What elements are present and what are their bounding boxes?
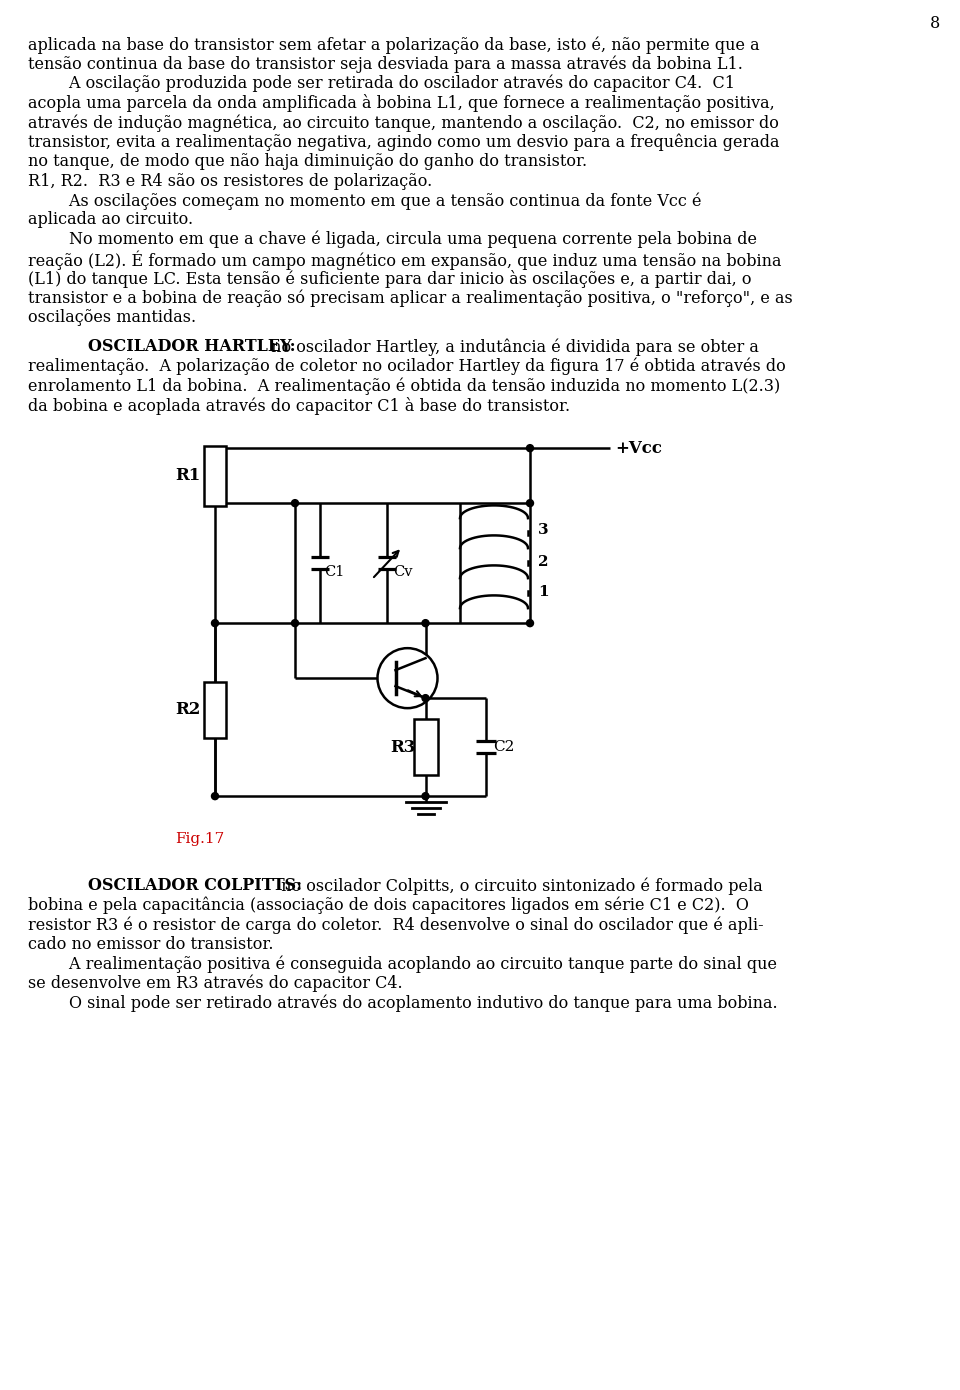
Text: R3: R3: [391, 738, 416, 756]
Text: transistor, evita a realimentação negativa, agindo como um desvio para a frequên: transistor, evita a realimentação negati…: [28, 133, 780, 152]
Text: tensão continua da base do transistor seja desviada para a massa através da bobi: tensão continua da base do transistor se…: [28, 56, 743, 74]
Bar: [204, 681, 226, 738]
Text: transistor e a bobina de reação só precisam aplicar a realimentação positiva, o : transistor e a bobina de reação só preci…: [28, 289, 793, 307]
Text: bobina e pela capacitância (associação de dois capacitores ligados em série C1 e: bobina e pela capacitância (associação d…: [28, 897, 749, 915]
Text: OSCILADOR COLPITTS:: OSCILADOR COLPITTS:: [88, 877, 302, 894]
Text: no oscilador Hartley, a indutância é dividida para se obter a: no oscilador Hartley, a indutância é div…: [266, 338, 759, 356]
Text: 8: 8: [929, 15, 940, 32]
Text: R2: R2: [176, 701, 201, 719]
Circle shape: [526, 445, 534, 452]
Text: se desenvolve em R3 através do capacitor C4.: se desenvolve em R3 através do capacitor…: [28, 974, 402, 992]
Bar: [204, 446, 226, 506]
Text: C2: C2: [493, 739, 515, 755]
Text: OSCILADOR HARTLEY:: OSCILADOR HARTLEY:: [88, 338, 296, 356]
Circle shape: [422, 695, 429, 702]
Text: O sinal pode ser retirado através do acoplamento indutivo do tanque para uma bob: O sinal pode ser retirado através do aco…: [28, 994, 778, 1012]
Circle shape: [211, 792, 219, 799]
Circle shape: [526, 620, 534, 627]
Text: +Vcc: +Vcc: [615, 439, 662, 457]
Text: No momento em que a chave é ligada, circula uma pequena corrente pela bobina de: No momento em que a chave é ligada, circ…: [28, 231, 757, 249]
Text: Cv: Cv: [393, 566, 413, 580]
Text: A realimentação positiva é conseguida acoplando ao circuito tanque parte do sina: A realimentação positiva é conseguida ac…: [28, 955, 777, 973]
Text: (L1) do tanque LC. Esta tensão é suficiente para dar inicio às oscilações e, a p: (L1) do tanque LC. Esta tensão é suficie…: [28, 270, 752, 288]
Text: resistor R3 é o resistor de carga do coletor.  R4 desenvolve o sinal do oscilado: resistor R3 é o resistor de carga do col…: [28, 916, 763, 934]
Text: acopla uma parcela da onda amplificada à bobina L1, que fornece a realimentação : acopla uma parcela da onda amplificada à…: [28, 95, 775, 113]
Text: Fig.17: Fig.17: [175, 833, 225, 847]
Circle shape: [526, 499, 534, 506]
Circle shape: [377, 648, 438, 708]
Circle shape: [292, 620, 299, 627]
Text: C1: C1: [324, 566, 345, 580]
Text: As oscilações começam no momento em que a tensão continua da fonte Vcc é: As oscilações começam no momento em que …: [28, 192, 702, 210]
Circle shape: [211, 620, 219, 627]
Circle shape: [422, 792, 429, 799]
Text: através de indução magnética, ao circuito tanque, mantendo a oscilação.  C2, no : através de indução magnética, ao circuit…: [28, 114, 779, 132]
Text: no oscilador Colpitts, o circuito sintonizado é formado pela: no oscilador Colpitts, o circuito sinton…: [276, 877, 763, 895]
Text: 3: 3: [538, 523, 548, 537]
Text: 2: 2: [538, 555, 548, 569]
Text: aplicada na base do transistor sem afetar a polarização da base, isto é, não per: aplicada na base do transistor sem afeta…: [28, 36, 759, 53]
Text: R1, R2.  R3 e R4 são os resistores de polarização.: R1, R2. R3 e R4 são os resistores de pol…: [28, 172, 432, 189]
Text: 1: 1: [538, 585, 548, 599]
Text: aplicada ao circuito.: aplicada ao circuito.: [28, 211, 193, 228]
Text: no tanque, de modo que não haja diminuição do ganho do transistor.: no tanque, de modo que não haja diminuiç…: [28, 153, 588, 170]
Text: A oscilação produzida pode ser retirada do oscilador através do capacitor C4.  C: A oscilação produzida pode ser retirada …: [28, 75, 735, 93]
Circle shape: [292, 499, 299, 506]
Text: enrolamento L1 da bobina.  A realimentação é obtida da tensão induzida no moment: enrolamento L1 da bobina. A realimentaçã…: [28, 377, 780, 395]
Bar: [414, 719, 438, 776]
Circle shape: [422, 620, 429, 627]
Text: da bobina e acoplada através do capacitor C1 à base do transistor.: da bobina e acoplada através do capacito…: [28, 396, 570, 414]
Text: cado no emissor do transistor.: cado no emissor do transistor.: [28, 935, 274, 954]
Text: oscilações mantidas.: oscilações mantidas.: [28, 309, 196, 327]
Text: reação (L2). É formado um campo magnético em expansão, que induz uma tensão na b: reação (L2). É formado um campo magnétic…: [28, 250, 781, 270]
Text: R1: R1: [176, 467, 201, 484]
Text: realimentação.  A polarização de coletor no ocilador Hartley da figura 17 é obti: realimentação. A polarização de coletor …: [28, 357, 785, 375]
